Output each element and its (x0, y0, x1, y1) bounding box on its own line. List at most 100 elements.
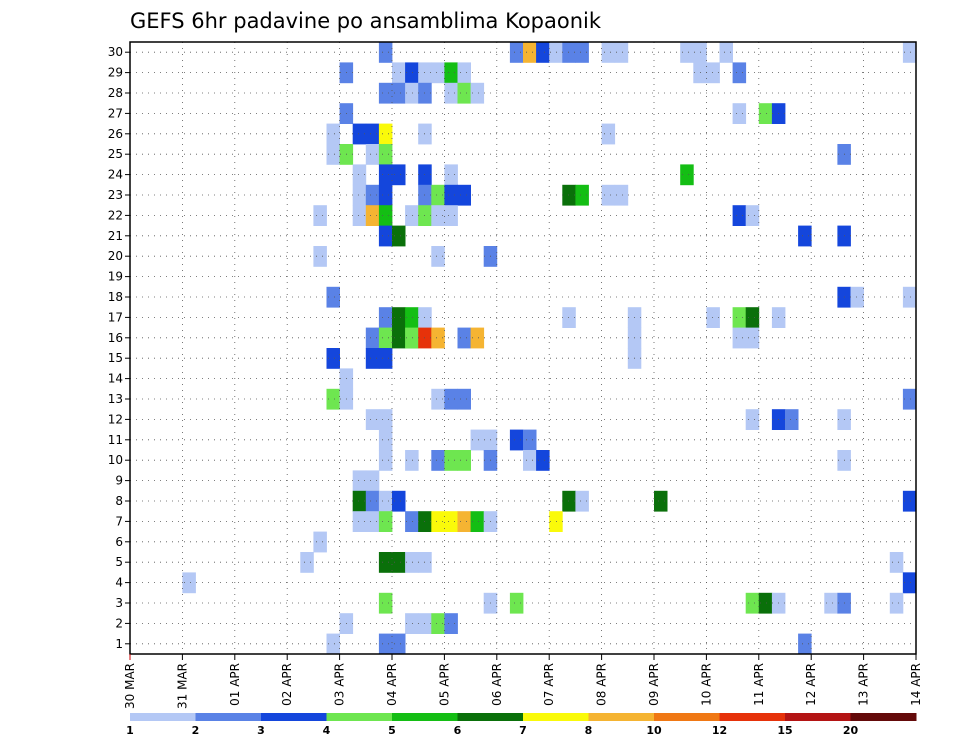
colorbar-segment (457, 713, 524, 721)
y-axis-ticks: 1234567891011121314151617181920212223242… (108, 45, 130, 651)
heatmap-cell (378, 633, 393, 655)
y-tick-label: 12 (108, 412, 123, 426)
x-tick-label: 07 APR (542, 663, 556, 706)
heatmap-cell (352, 490, 367, 512)
heatmap-cell (352, 184, 367, 206)
x-tick-label: 08 APR (595, 663, 609, 706)
heatmap-cell (378, 144, 393, 165)
heatmap-cell (405, 613, 419, 634)
heatmap-cell (470, 327, 485, 349)
chart-title: GEFS 6hr padavine po ansamblima Kopaonik (130, 9, 602, 33)
colorbar-segment (785, 713, 851, 721)
heatmap-cell (431, 184, 445, 206)
colorbar-label: 15 (777, 724, 792, 737)
colorbar-label: 2 (192, 724, 200, 737)
heatmap-cell (614, 184, 629, 206)
colorbar-segment (261, 713, 327, 721)
heatmap-cell (378, 429, 393, 451)
heatmap-cell (509, 592, 524, 614)
heatmap-cell (431, 511, 445, 532)
heatmap-cell (470, 511, 485, 532)
heatmap-cell (182, 572, 196, 594)
heatmap-cell (444, 205, 458, 226)
colorbar-segment (523, 713, 589, 721)
heatmap-cell (431, 388, 445, 410)
heatmap-cell (378, 184, 393, 206)
x-tick-label: 09 APR (647, 663, 661, 706)
heatmap-cell (850, 286, 864, 308)
heatmap-cell (365, 123, 380, 145)
heatmap-cell (745, 307, 760, 328)
heatmap-cell (378, 164, 393, 186)
colorbar-segment (850, 713, 917, 721)
heatmap-cell (732, 327, 747, 349)
heatmap-cell (392, 552, 406, 573)
heatmap-cell (405, 62, 419, 84)
colorbar-label: 7 (519, 724, 527, 737)
colorbar-label: 20 (843, 724, 859, 737)
heatmap-cell (431, 62, 445, 84)
heatmap-cell (562, 490, 576, 512)
heatmap-cell (523, 450, 537, 471)
heatmap-cell (352, 470, 367, 492)
x-tick-label: 04 APR (385, 663, 399, 706)
heatmap-cell (745, 409, 760, 430)
heatmap-cell (378, 307, 393, 328)
heatmap-cell (378, 511, 393, 532)
y-tick-label: 4 (115, 576, 123, 590)
heatmap-cell (378, 327, 393, 349)
y-tick-label: 30 (108, 45, 123, 59)
heatmap-cell (902, 490, 917, 512)
heatmap-cell (326, 286, 340, 308)
heatmap-cell (431, 246, 445, 267)
heatmap-cell (444, 184, 458, 206)
heatmap-cell (601, 123, 616, 145)
heatmap-cell (732, 307, 747, 328)
colorbar-segment (588, 713, 655, 721)
heatmap-cell (352, 164, 367, 186)
heatmap-cell (365, 144, 380, 165)
heatmap-cell (365, 348, 380, 369)
heatmap-cell (575, 42, 589, 63)
heatmap-cell (889, 592, 904, 614)
x-tick-label: 03 APR (333, 663, 347, 706)
heatmap-cell (444, 450, 458, 471)
heatmap-cell (313, 531, 327, 553)
y-tick-label: 7 (115, 514, 123, 528)
heatmap-cell (523, 42, 537, 63)
heatmap-cell (706, 62, 720, 84)
heatmap-cell (902, 286, 917, 308)
x-axis-ticks: 30 MAR 31 MAR 01 APR 02 APR 03 APR 04 APR 05 A… (123, 654, 923, 709)
heatmap-cell (614, 42, 629, 63)
heatmap-cell (405, 307, 419, 328)
heatmap-cell (562, 184, 576, 206)
y-tick-label: 25 (108, 147, 123, 161)
heatmap-cell (378, 348, 393, 369)
heatmap-cell (365, 409, 380, 430)
heatmap-cell (680, 42, 694, 63)
colorbar-segment (392, 713, 458, 721)
y-tick-label: 13 (108, 392, 123, 406)
y-tick-label: 17 (108, 310, 123, 324)
heatmap-cell (509, 429, 524, 451)
y-tick-label: 5 (115, 555, 123, 569)
heatmap-cell (405, 327, 419, 349)
y-tick-label: 3 (115, 596, 123, 610)
heatmap-cell (444, 511, 458, 532)
heatmap-cell (575, 490, 589, 512)
heatmap-cell (719, 42, 733, 63)
x-tick-label: 31 MAR (175, 663, 189, 709)
x-tick-label: 05 APR (437, 663, 451, 706)
heatmap-cell (745, 205, 760, 226)
heatmap-cell (536, 450, 550, 471)
heatmap-cell (378, 490, 393, 512)
heatmap-cell (352, 205, 367, 226)
heatmap-cell (326, 388, 340, 410)
heatmap-cell (378, 225, 393, 247)
heatmap-cell (352, 511, 367, 532)
heatmap-cell (457, 184, 471, 206)
y-tick-label: 1 (115, 637, 123, 651)
heatmap-cell (365, 470, 380, 492)
heatmap-cell (365, 205, 380, 226)
